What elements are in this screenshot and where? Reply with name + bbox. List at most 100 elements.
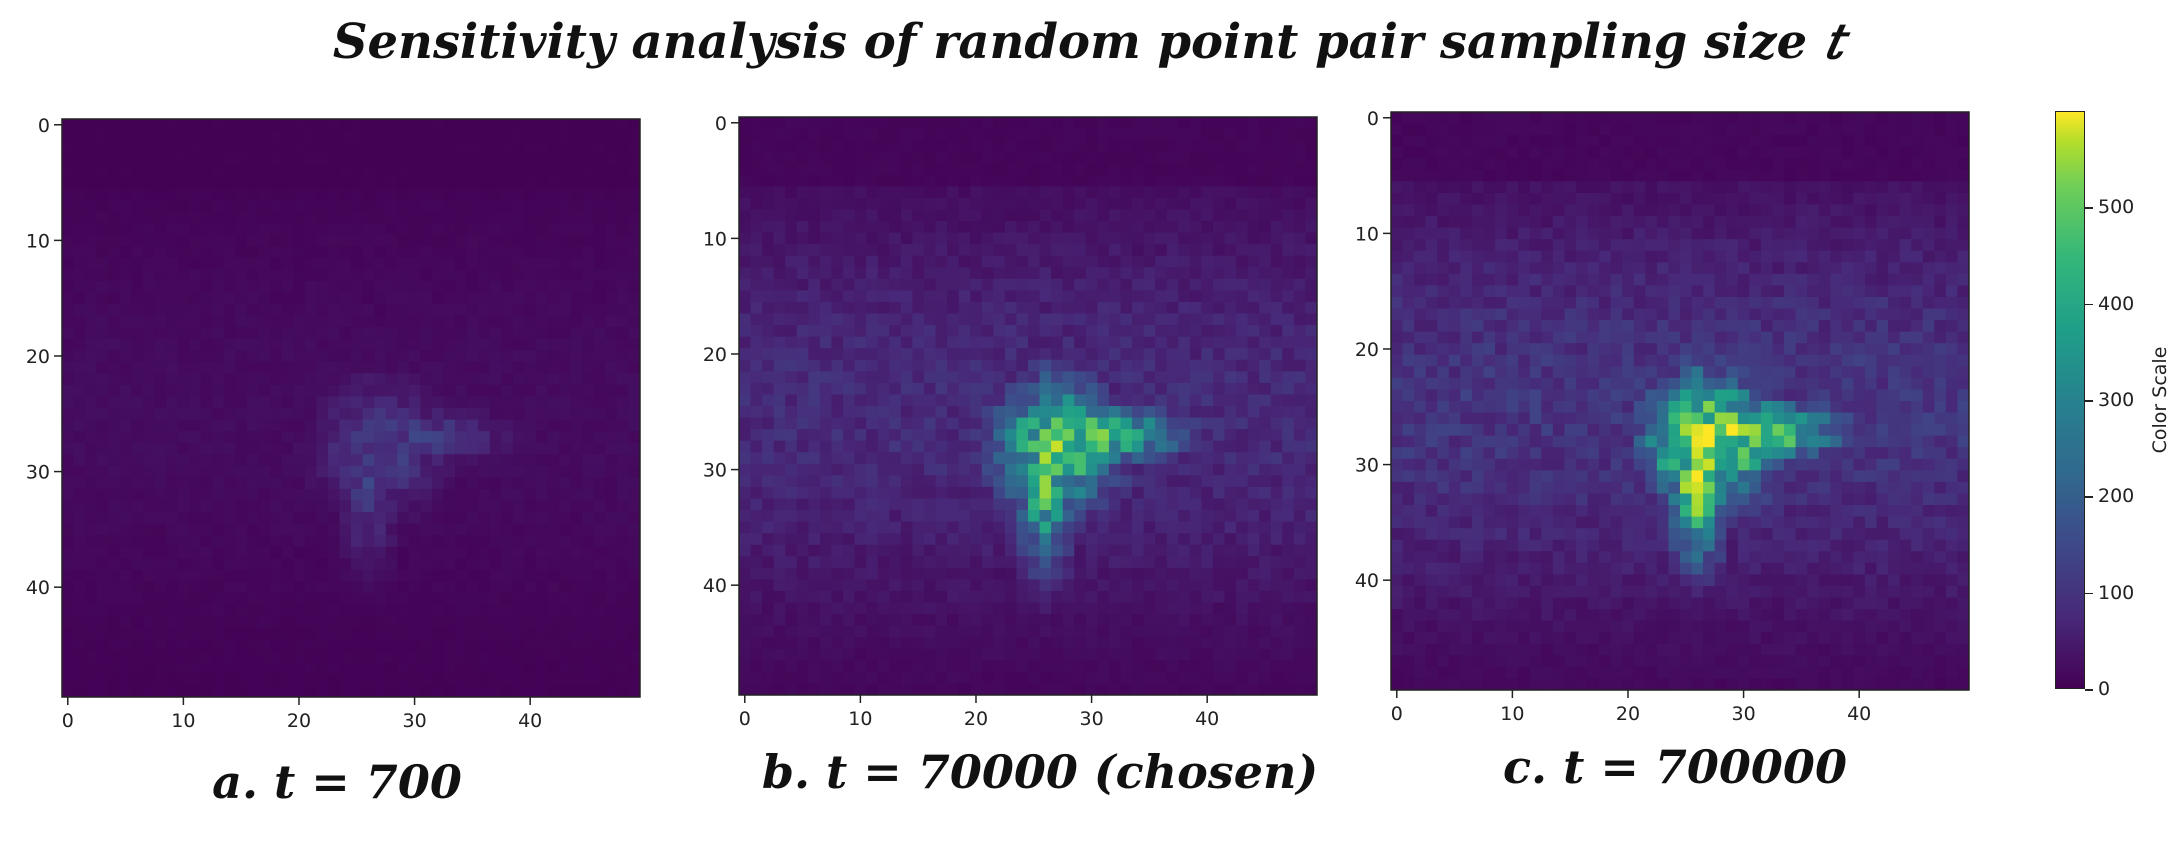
heatmap-cell — [535, 303, 549, 317]
heatmap-cell — [958, 498, 971, 511]
heatmap-cell — [304, 350, 317, 363]
heatmap-cell — [304, 384, 317, 397]
heatmap-cell — [131, 176, 144, 189]
heatmap-cell — [1224, 163, 1237, 176]
heatmap-cell — [993, 290, 1006, 303]
heatmap-cell — [420, 280, 433, 293]
heatmap-cell — [1108, 290, 1121, 303]
y-tick-label: 30 — [26, 462, 50, 484]
heatmap-cell — [1004, 521, 1017, 534]
heatmap-cell — [385, 592, 398, 606]
heatmap-cell — [1224, 567, 1237, 580]
heatmap-cell — [993, 567, 1006, 580]
heatmap-cell — [397, 280, 410, 293]
heatmap-cell — [923, 660, 937, 673]
heatmap-cell — [362, 338, 375, 351]
heatmap-cell — [154, 327, 167, 340]
heatmap-cell — [900, 417, 913, 430]
heatmap-cell — [535, 211, 549, 224]
heatmap-cell — [408, 130, 421, 143]
heatmap-cell — [119, 350, 132, 363]
heatmap-cell — [831, 336, 844, 349]
heatmap-cell — [501, 523, 514, 536]
heatmap-cell — [958, 163, 971, 176]
heatmap-cell — [189, 639, 202, 652]
heatmap-cell — [189, 384, 202, 397]
heatmap-cell — [1247, 556, 1260, 569]
heatmap-cell — [1293, 440, 1306, 453]
heatmap-cell — [796, 301, 809, 315]
heatmap-cell — [947, 313, 960, 326]
heatmap-cell — [535, 223, 549, 236]
heatmap-cell — [912, 660, 925, 673]
heatmap-cell — [281, 280, 294, 293]
heatmap-cell — [258, 350, 271, 363]
heatmap-cell — [739, 371, 752, 384]
heatmap-cell — [466, 581, 479, 594]
heatmap-cell — [189, 685, 202, 698]
heatmap-cell — [762, 382, 775, 395]
heatmap-cell — [1143, 498, 1156, 511]
heatmap-cell — [547, 246, 560, 259]
heatmap-cell — [1004, 417, 1017, 430]
heatmap-cell — [212, 384, 225, 397]
heatmap-cell — [223, 465, 236, 478]
heatmap-cell — [200, 165, 213, 178]
heatmap-cell — [351, 512, 364, 525]
heatmap-cell — [843, 197, 856, 210]
heatmap-cell — [628, 581, 641, 594]
heatmap-cell — [616, 119, 629, 132]
heatmap-cell — [1270, 313, 1283, 326]
heatmap-cell — [1247, 290, 1260, 303]
heatmap-cell — [1282, 556, 1295, 569]
heatmap-cell — [831, 186, 844, 199]
heatmap-cell — [1120, 174, 1133, 187]
heatmap-cell — [912, 301, 925, 315]
heatmap-cell — [420, 327, 433, 340]
heatmap-cell — [362, 465, 375, 478]
heatmap-cell — [96, 592, 109, 606]
heatmap-cell — [762, 440, 775, 453]
heatmap-cell — [1189, 325, 1202, 338]
heatmap-cell — [628, 153, 641, 166]
heatmap-cell — [1143, 244, 1156, 257]
heatmap-cell — [293, 361, 306, 374]
heatmap-cell — [316, 662, 329, 675]
heatmap-cell — [912, 163, 925, 176]
heatmap-cell — [535, 592, 549, 606]
heatmap-cell — [1178, 313, 1191, 326]
heatmap-cell — [385, 477, 398, 490]
heatmap-cell — [1282, 232, 1295, 245]
heatmap-cell — [1189, 151, 1202, 164]
heatmap-cell — [466, 454, 479, 467]
heatmap-cell — [866, 625, 879, 638]
heatmap-cell — [616, 604, 629, 617]
heatmap-cell — [1120, 232, 1133, 245]
heatmap-cell — [1305, 209, 1318, 222]
heatmap-cell — [935, 151, 948, 164]
heatmap-cell — [385, 223, 398, 236]
heatmap-cell — [843, 625, 856, 638]
heatmap-cell — [362, 350, 375, 363]
heatmap-cell — [420, 512, 433, 525]
heatmap-cell — [339, 211, 352, 224]
heatmap-cell — [177, 384, 190, 397]
heatmap-cell — [73, 327, 86, 340]
heatmap-cell — [819, 683, 832, 696]
heatmap-cell — [166, 408, 179, 421]
heatmap-cell — [1051, 671, 1064, 684]
heatmap-cell — [235, 673, 248, 686]
heatmap-cell — [559, 581, 572, 594]
heatmap-cell — [455, 558, 468, 571]
heatmap-cell — [489, 211, 502, 224]
heatmap-cell — [177, 558, 190, 571]
heatmap-cell — [582, 130, 595, 143]
heatmap-cell — [889, 313, 902, 326]
heatmap-cell — [142, 477, 155, 490]
heatmap-cell — [154, 269, 167, 282]
heatmap-cell — [119, 569, 132, 582]
heatmap-cell — [1201, 209, 1214, 222]
heatmap-cell — [912, 313, 925, 326]
heatmap-cell — [1004, 590, 1017, 604]
heatmap-cell — [281, 465, 294, 478]
